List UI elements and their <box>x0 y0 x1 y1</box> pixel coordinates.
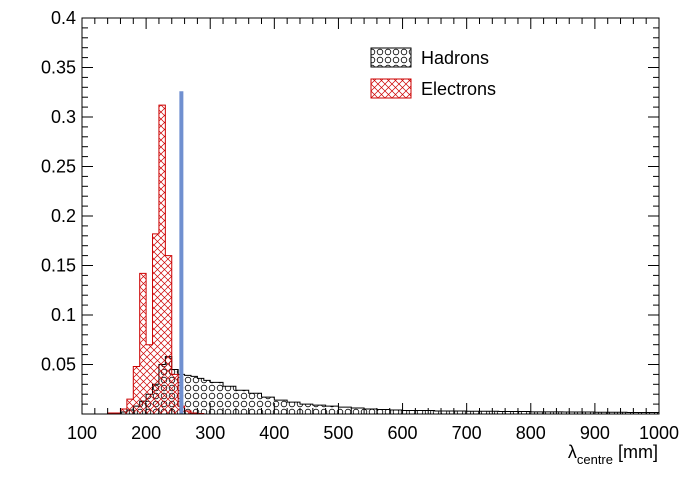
legend-swatch-hadrons <box>371 48 411 67</box>
electrons-bin <box>159 105 165 414</box>
hadrons-bin <box>313 405 326 414</box>
electrons-bin <box>165 256 171 414</box>
x-tick-label: 700 <box>452 423 482 443</box>
electrons-bin <box>153 234 159 414</box>
legend-label-hadrons: Hadrons <box>421 48 489 68</box>
legend-swatch-electrons <box>371 79 411 98</box>
y-tick-label: 0.15 <box>41 256 76 276</box>
series-hadrons <box>114 357 659 414</box>
series-layer <box>108 105 659 414</box>
hadrons-bin <box>377 410 390 414</box>
x-tick-label: 200 <box>131 423 161 443</box>
electrons-bin <box>140 273 146 414</box>
x-tick-label: 900 <box>580 423 610 443</box>
x-tick-label: 100 <box>67 423 97 443</box>
hadrons-bin <box>262 397 275 414</box>
x-tick-label: 600 <box>388 423 418 443</box>
electrons-bin <box>133 366 139 414</box>
hadrons-bin <box>390 410 403 414</box>
hadrons-bin <box>351 408 364 414</box>
y-tick-label: 0.3 <box>51 107 76 127</box>
hadrons-bin <box>326 406 339 414</box>
x-tick-label: 800 <box>516 423 546 443</box>
x-tick-label: 400 <box>259 423 289 443</box>
hadrons-bin <box>223 386 236 414</box>
hadrons-bin <box>191 376 197 414</box>
electrons-bin <box>127 399 133 414</box>
electrons-bin <box>120 409 126 414</box>
hadrons-bin <box>197 378 203 414</box>
hadrons-bin <box>204 380 210 414</box>
legend-label-electrons: Electrons <box>421 79 496 99</box>
hadrons-bin <box>185 375 191 414</box>
legend: Hadrons Electrons <box>371 48 496 99</box>
y-tick-label: 0.25 <box>41 157 76 177</box>
x-axis-title: λcentre [mm] <box>568 442 658 467</box>
hadrons-bin <box>364 409 377 414</box>
hadrons-bin <box>287 402 300 414</box>
y-tick-label: 0.1 <box>51 305 76 325</box>
x-tick-label: 300 <box>195 423 225 443</box>
hadrons-bin <box>300 404 313 414</box>
y-tick-label: 0.2 <box>51 206 76 226</box>
x-tick-label: 500 <box>323 423 353 443</box>
hadrons-bin <box>236 390 249 414</box>
hadrons-bin <box>210 382 223 414</box>
series-electrons <box>108 105 204 414</box>
hadrons-bin <box>249 393 262 414</box>
y-tick-label: 0.05 <box>41 355 76 375</box>
hadrons-bin <box>338 407 351 414</box>
hadrons-bin <box>274 400 287 414</box>
y-tick-label: 0.4 <box>51 8 76 28</box>
electrons-bin <box>172 374 178 414</box>
electrons-bin <box>146 345 152 414</box>
x-axis-label: λcentre [mm] <box>568 442 658 467</box>
y-tick-label: 0.35 <box>41 58 76 78</box>
x-tick-label: 1000 <box>639 423 679 443</box>
hadrons-bin <box>403 411 435 414</box>
